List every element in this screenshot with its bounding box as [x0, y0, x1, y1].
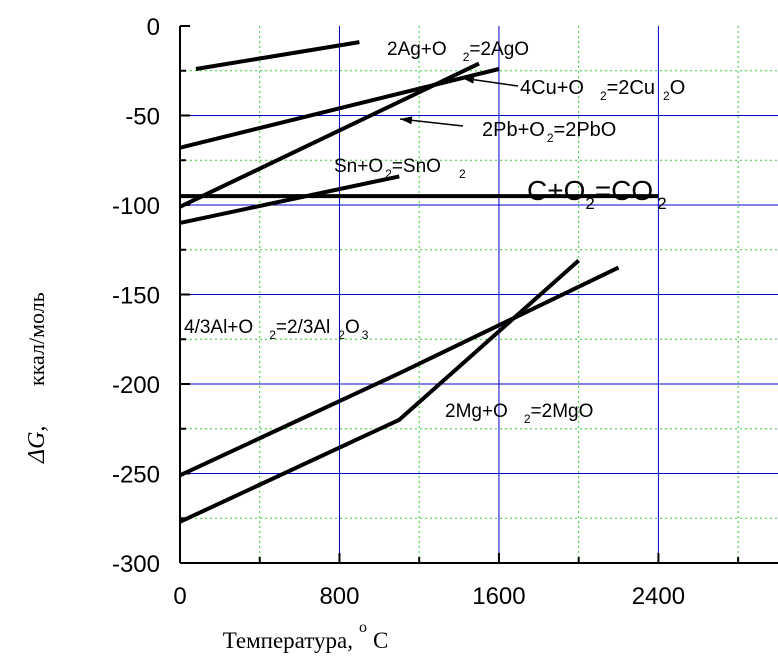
annotation-text: =2MgO [531, 401, 594, 422]
annotation-subscript: 2 [463, 50, 470, 64]
y-tick-label: 0 [147, 14, 160, 41]
y-tick-label: -150 [112, 283, 160, 310]
y-tick-label: -50 [125, 104, 160, 131]
annotation-arrow-head-1 [400, 116, 413, 125]
annotation-arrows [399, 75, 519, 127]
annotation-subscript: 2 [524, 412, 531, 426]
annotation-subscript: 2 [385, 167, 392, 181]
annotation-subscript: 2 [600, 89, 607, 103]
x-tick-label: 2400 [632, 583, 685, 610]
annotation-subscript: 2 [338, 328, 345, 342]
annotation-text: C+O [527, 175, 585, 206]
annotation-subscript: 2 [585, 194, 594, 213]
annotation-subscript: 2 [657, 194, 666, 213]
y-axis-unit: ккал/моль [24, 292, 49, 386]
annotation-text: 2Ag+O [387, 39, 447, 60]
tick-labels: 0 800 1600 2400 0 -50 -100 -150 -200 -250 -300 [112, 14, 685, 610]
x-axis-unit: C [373, 628, 388, 653]
y-tick-label: -100 [112, 193, 160, 220]
y-tick-label: -250 [112, 462, 160, 489]
annotation-text: O [345, 317, 360, 338]
annotation-text: 2Mg+O [445, 401, 508, 422]
series-line-3 [179, 174, 400, 225]
series-line-5 [179, 265, 620, 478]
major-grid [180, 26, 778, 563]
annotation-label-3: Sn+O 2=SnO 2 [334, 156, 466, 181]
annotation-text: =2Cu [607, 77, 655, 99]
annotation-text: Sn+O [334, 156, 383, 177]
annotation-text: 4/3Al+O [184, 317, 253, 338]
y-tick-label: -300 [112, 551, 160, 578]
annotation-text: 4Cu+O [520, 77, 584, 99]
annotation-subscript: 2 [663, 89, 670, 103]
annotation-subscript: 2 [547, 131, 554, 145]
ticks [179, 25, 740, 564]
series-line-6 [179, 259, 581, 524]
annotation-text: 2Pb+O [482, 119, 545, 141]
y-axis-symbol: ΔG, [24, 426, 50, 464]
data-lines [179, 40, 659, 524]
annotation-label-5: 4/3Al+O 2=2/3Al 2O 3 [184, 317, 369, 342]
annotation-text: =2AgO [469, 39, 529, 60]
x-axis-label: Температура, [223, 628, 353, 653]
annotation-label-0: 2Ag+O 2=2AgO [387, 39, 529, 64]
annotation-text: =2PbO [554, 119, 617, 141]
annotation-label-1: 4Cu+O 2=2Cu 2O [520, 77, 685, 103]
annotation-subscript: 3 [362, 328, 369, 342]
x-axis-unit-superscript: o [359, 619, 367, 636]
series-line-2 [179, 61, 480, 209]
y-axis-label: ΔG, ккал/моль [24, 292, 50, 464]
annotation-arrow-head-0 [462, 75, 475, 84]
x-tick-label: 800 [319, 583, 359, 610]
annotation-label-6: 2Mg+O 2=2MgO [445, 401, 593, 426]
annotation-subscript: 2 [269, 328, 276, 342]
x-tick-label: 0 [173, 583, 186, 610]
y-tick-label: -200 [112, 372, 160, 399]
series-line-1 [179, 67, 500, 150]
annotation-text: =CO [595, 175, 653, 206]
x-tick-label: 1600 [472, 583, 525, 610]
annotation-subscript: 2 [459, 167, 466, 181]
annotation-label-2: 2Pb+O 2=2PbO [482, 119, 616, 145]
annotation-text: O [670, 77, 686, 99]
annotation-label-4: C+O2=CO 2 [527, 175, 667, 213]
annotation-text: =SnO [392, 156, 441, 177]
series-line-0 [195, 40, 360, 71]
annotation-text: =2/3Al [276, 317, 330, 338]
